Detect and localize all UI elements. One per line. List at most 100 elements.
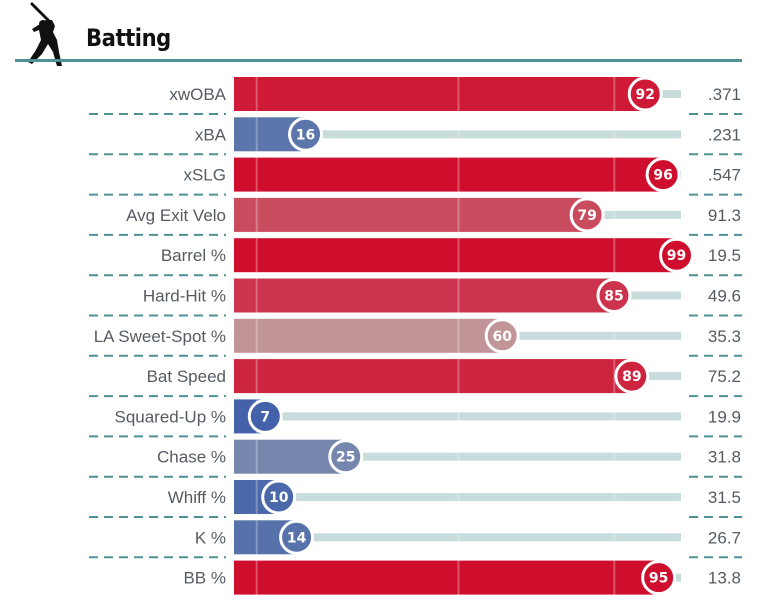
gridline bbox=[255, 117, 258, 152]
percentile-bar bbox=[234, 439, 346, 474]
gridline bbox=[457, 399, 460, 434]
gridline bbox=[255, 157, 258, 192]
metric-label: LA Sweet-Spot % bbox=[94, 327, 226, 346]
metric-row: 16 xBA .231 bbox=[89, 116, 742, 156]
gridline bbox=[255, 318, 258, 353]
percentile-circle bbox=[614, 358, 650, 394]
gridline bbox=[457, 439, 460, 474]
percentile-circle bbox=[484, 318, 520, 354]
metric-value: 75.2 bbox=[708, 367, 741, 386]
header-divider bbox=[15, 59, 742, 62]
percentile-label: 99 bbox=[667, 248, 686, 264]
metric-row: 10 Whiff % 31.5 bbox=[89, 479, 742, 518]
metric-row: 96 xSLG .547 bbox=[89, 157, 742, 196]
metric-value: .231 bbox=[708, 125, 741, 144]
percentile-bar bbox=[234, 318, 503, 353]
percentile-label: 7 bbox=[260, 409, 270, 425]
gridline bbox=[613, 157, 616, 192]
percentile-bar bbox=[234, 238, 677, 273]
bar-track bbox=[234, 493, 681, 501]
metric-label: Chase % bbox=[157, 448, 226, 467]
gridline bbox=[457, 520, 460, 555]
section-title: Batting bbox=[86, 24, 171, 52]
metric-row: 25 Chase % 31.8 bbox=[89, 439, 742, 478]
metric-label: BB % bbox=[183, 569, 226, 588]
percentile-bar bbox=[234, 278, 614, 313]
gridline bbox=[613, 359, 616, 394]
gridline bbox=[613, 560, 616, 595]
metric-label: Avg Exit Velo bbox=[126, 206, 226, 225]
gridline bbox=[255, 439, 258, 474]
metric-value: .547 bbox=[708, 166, 741, 185]
percentile-label: 14 bbox=[287, 530, 307, 546]
metric-label: xBA bbox=[195, 125, 227, 144]
bar-track bbox=[234, 130, 681, 139]
gridline bbox=[255, 480, 258, 514]
gridline bbox=[255, 197, 258, 232]
metric-label: xSLG bbox=[183, 166, 226, 185]
bar-track bbox=[234, 412, 681, 421]
gridline bbox=[255, 278, 258, 313]
percentile-circle bbox=[596, 278, 632, 313]
percentile-bar bbox=[234, 157, 664, 192]
percentile-label: 89 bbox=[622, 369, 641, 385]
metric-value: 19.9 bbox=[708, 407, 741, 426]
percentile-label: 10 bbox=[269, 490, 289, 506]
percentile-bar bbox=[234, 560, 659, 595]
gridline bbox=[457, 560, 460, 595]
gridline bbox=[457, 278, 460, 313]
gridline bbox=[457, 117, 460, 152]
gridline bbox=[613, 238, 616, 273]
percentile-circle bbox=[641, 560, 677, 596]
gridline bbox=[613, 439, 616, 474]
percentile-circle bbox=[288, 116, 324, 152]
gridline bbox=[457, 197, 460, 232]
metric-row: 99 Barrel % 19.5 bbox=[89, 237, 742, 277]
metric-row: 7 Squared-Up % 19.9 bbox=[89, 398, 742, 438]
percentile-circle bbox=[279, 519, 315, 555]
bar-track bbox=[234, 533, 681, 542]
bar-track bbox=[234, 452, 681, 461]
gridline bbox=[457, 359, 460, 394]
percentile-circle bbox=[627, 76, 663, 112]
gridline bbox=[613, 77, 616, 111]
metric-label: K % bbox=[195, 528, 226, 547]
metric-row: 14 K % 26.7 bbox=[89, 519, 742, 559]
percentile-label: 95 bbox=[649, 571, 668, 587]
percentile-circle bbox=[261, 479, 297, 515]
gridline bbox=[255, 77, 258, 111]
metric-row: 92 xwOBA .371 bbox=[89, 76, 742, 115]
percentile-circle bbox=[247, 398, 283, 434]
gridline bbox=[457, 77, 460, 111]
metric-value: .371 bbox=[708, 85, 741, 104]
gridline bbox=[457, 157, 460, 192]
gridline bbox=[255, 560, 258, 595]
gridline bbox=[255, 238, 258, 273]
percentile-label: 16 bbox=[296, 127, 315, 143]
percentile-label: 85 bbox=[604, 289, 623, 305]
metric-value: 35.3 bbox=[708, 327, 741, 346]
metric-row: 60 LA Sweet-Spot % 35.3 bbox=[89, 318, 742, 357]
gridline bbox=[255, 520, 258, 555]
gridline bbox=[613, 318, 616, 353]
metric-value: 31.5 bbox=[708, 488, 741, 507]
metric-row: 79 Avg Exit Velo 91.3 bbox=[89, 197, 742, 236]
metric-label: Whiff % bbox=[168, 488, 226, 507]
metric-label: xwOBA bbox=[169, 85, 226, 104]
gridline bbox=[613, 480, 616, 514]
gridline bbox=[255, 359, 258, 394]
metric-value: 31.8 bbox=[708, 448, 741, 467]
gridline bbox=[613, 520, 616, 555]
section-header: Batting bbox=[0, 0, 772, 66]
gridline bbox=[457, 480, 460, 514]
percentile-circle bbox=[569, 197, 605, 233]
batter-silhouette-icon bbox=[28, 2, 62, 66]
gridline bbox=[613, 399, 616, 434]
percentile-label: 92 bbox=[635, 87, 654, 103]
gridline bbox=[457, 318, 460, 353]
percentile-label: 96 bbox=[653, 168, 672, 184]
metric-label: Hard-Hit % bbox=[143, 287, 226, 306]
metric-value: 13.8 bbox=[708, 569, 741, 588]
metric-row: 85 Hard-Hit % 49.6 bbox=[89, 278, 742, 317]
